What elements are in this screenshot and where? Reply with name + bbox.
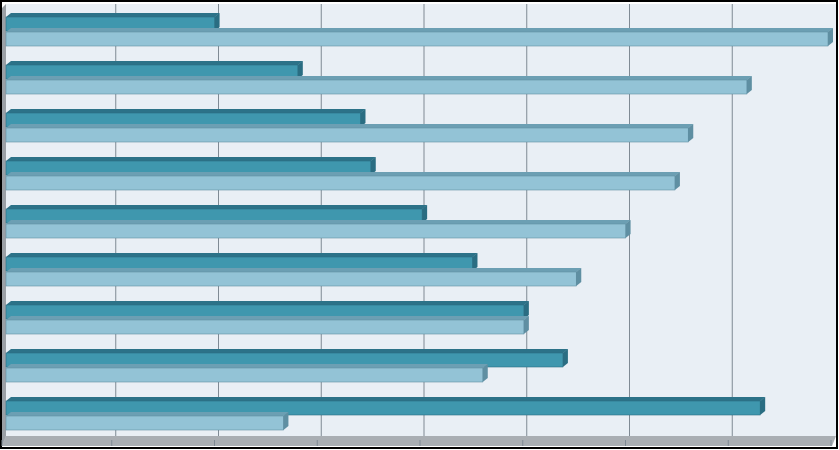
bar-side-s2-2 <box>746 76 752 94</box>
bar-side-s2-8 <box>482 364 488 382</box>
bar-side-s1-4 <box>370 157 376 175</box>
bar-side-s2-7 <box>523 316 529 334</box>
bar-s2-1 <box>5 31 829 47</box>
bar-side-s2-1 <box>828 28 833 46</box>
bar-top-s1-2 <box>6 61 303 65</box>
bar-top-s2-2 <box>6 76 752 80</box>
bar-s2-5 <box>5 223 626 239</box>
bar-top-s1-8 <box>6 349 568 353</box>
bar-top-s1-3 <box>6 109 366 113</box>
bar-s2-9 <box>5 415 284 431</box>
bar-top-s2-1 <box>6 28 833 32</box>
bar-side-s2-4 <box>674 172 680 190</box>
bar-s2-3 <box>5 127 689 143</box>
chart-side-wall <box>2 4 6 446</box>
bar-top-s1-7 <box>6 301 529 305</box>
bar-s1-9 <box>5 400 761 416</box>
bar-s2-4 <box>5 175 676 191</box>
bar-top-s1-4 <box>6 157 376 161</box>
bar-side-s1-5 <box>422 205 428 223</box>
bar-top-s2-5 <box>6 220 631 224</box>
chart-floor <box>2 436 836 446</box>
bar-side-s2-3 <box>688 124 694 142</box>
bar-side-s1-6 <box>472 253 478 271</box>
bar-side-s1-1 <box>214 13 220 31</box>
bar-top-s1-9 <box>6 397 766 401</box>
bar-s2-7 <box>5 319 525 335</box>
bar-top-s1-6 <box>6 253 478 257</box>
bar-side-s2-9 <box>283 412 289 430</box>
bar-side-s1-9 <box>760 397 766 415</box>
bar-s2-8 <box>5 367 484 383</box>
bar-top-s2-9 <box>6 412 289 416</box>
bar-side-s1-8 <box>562 349 568 367</box>
bar-top-s2-7 <box>6 316 529 320</box>
bar-side-s2-6 <box>576 268 582 286</box>
bar-top-s1-1 <box>6 13 220 17</box>
bar-s2-6 <box>5 271 577 287</box>
bar-top-s1-5 <box>6 205 428 209</box>
bar-side-s2-5 <box>625 220 631 238</box>
bar-side-s1-7 <box>523 301 529 319</box>
bar-s2-2 <box>5 79 748 95</box>
bar-side-s1-2 <box>297 61 303 79</box>
bar-top-s2-3 <box>6 124 694 128</box>
bar-side-s1-3 <box>360 109 366 127</box>
bar-top-s2-8 <box>6 364 488 368</box>
bar-top-s2-4 <box>6 172 680 176</box>
bar-top-s2-6 <box>6 268 582 272</box>
